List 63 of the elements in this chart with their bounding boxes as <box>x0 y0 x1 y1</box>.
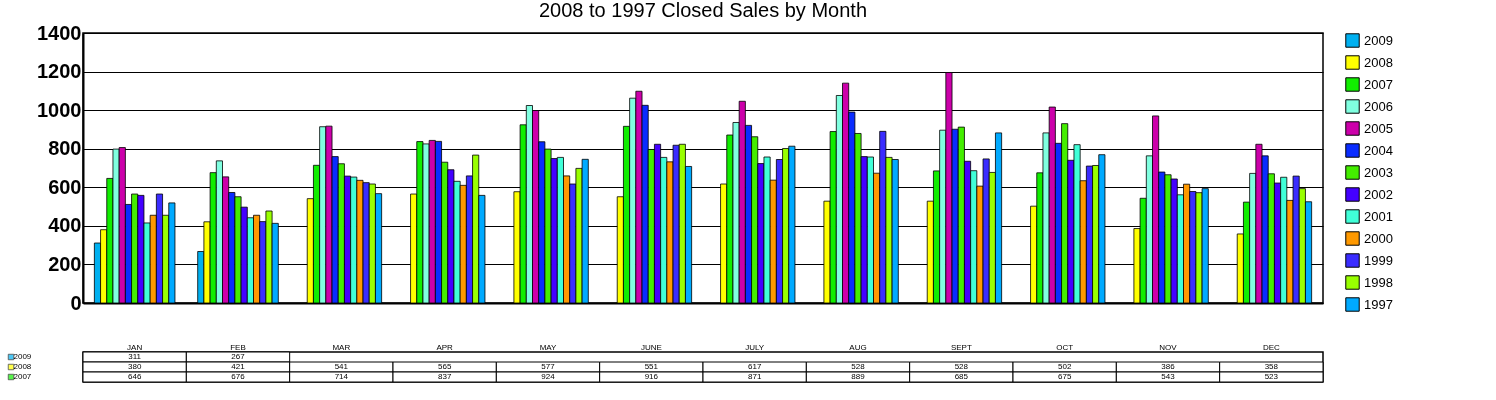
y-tick-label: 1400 <box>37 21 82 44</box>
data-label: 528 <box>851 362 866 371</box>
text: 2008 <box>1364 54 1393 70</box>
legend-label: 1999 <box>1364 252 1393 268</box>
legend-label: 2009 <box>13 352 32 361</box>
x-tick-label: JUNE <box>640 342 662 352</box>
y-tick-label: 800 <box>48 137 82 160</box>
legend-label: 2007 <box>13 372 32 381</box>
data-label: 889 <box>851 372 866 381</box>
legend-label: 2008 <box>13 362 32 371</box>
data-label: 565 <box>437 362 452 371</box>
x-tick-label: FEB <box>230 342 246 352</box>
y-tick-label: 400 <box>48 214 82 237</box>
data-label: 386 <box>1161 362 1176 371</box>
y-tick-label: 1000 <box>37 98 82 121</box>
data-label: 916 <box>644 372 659 381</box>
legend-label: 2001 <box>1364 208 1393 224</box>
legend-label: 2005 <box>1364 120 1393 136</box>
x-tick-label: NOV <box>1159 342 1178 352</box>
data-label: 523 <box>1264 372 1279 381</box>
y-tick-label: 200 <box>48 252 82 275</box>
x-tick-label: SEPT <box>950 342 972 352</box>
data-label: 871 <box>747 372 762 381</box>
legend-label: 2003 <box>1364 164 1393 180</box>
legend-label: 2006 <box>1364 98 1393 114</box>
x-tick-label: MAR <box>332 342 351 352</box>
x-tick-label: OCT <box>1056 342 1074 352</box>
data-label: 646 <box>127 372 142 381</box>
legend-label: 2000 <box>1364 230 1393 246</box>
data-label: 358 <box>1264 362 1279 371</box>
data-label: 676 <box>231 372 246 381</box>
legend-label: 1997 <box>1364 296 1393 312</box>
chart-title: 2008 to 1997 Closed Sales by Month <box>539 0 867 21</box>
data-label: 528 <box>954 362 969 371</box>
data-label: 311 <box>128 352 142 361</box>
data-label: 577 <box>541 362 556 371</box>
data-label: 685 <box>954 372 969 381</box>
data-label: 714 <box>334 372 349 381</box>
x-tick-label: JULY <box>745 342 765 352</box>
legend-label: 2002 <box>1364 186 1393 202</box>
data-label: 502 <box>1057 362 1072 371</box>
data-label: 617 <box>747 362 762 371</box>
legend-label: 1998 <box>1364 274 1393 290</box>
x-tick-label: AUG <box>849 342 867 352</box>
y-tick-label: 0 <box>70 291 82 314</box>
x-tick-label: JAN <box>127 342 143 352</box>
x-tick-label: DEC <box>1262 342 1280 352</box>
legend-label: 2004 <box>1364 142 1393 158</box>
x-tick-label: MAY <box>539 342 558 352</box>
text: 2009 <box>1364 32 1393 48</box>
data-label: 551 <box>644 362 659 371</box>
data-label: 675 <box>1057 372 1072 381</box>
data-label: 543 <box>1161 372 1176 381</box>
data-label: 837 <box>437 372 452 381</box>
data-label: 421 <box>231 362 246 371</box>
data-label: 380 <box>127 362 142 371</box>
data-label: 924 <box>541 372 556 381</box>
x-tick-label: APR <box>436 342 454 352</box>
y-tick-label: 1200 <box>37 60 82 83</box>
y-tick-label: 600 <box>48 175 82 198</box>
data-label: 267 <box>231 352 246 361</box>
data-label: 541 <box>334 362 349 371</box>
text: 2007 <box>1364 76 1393 92</box>
